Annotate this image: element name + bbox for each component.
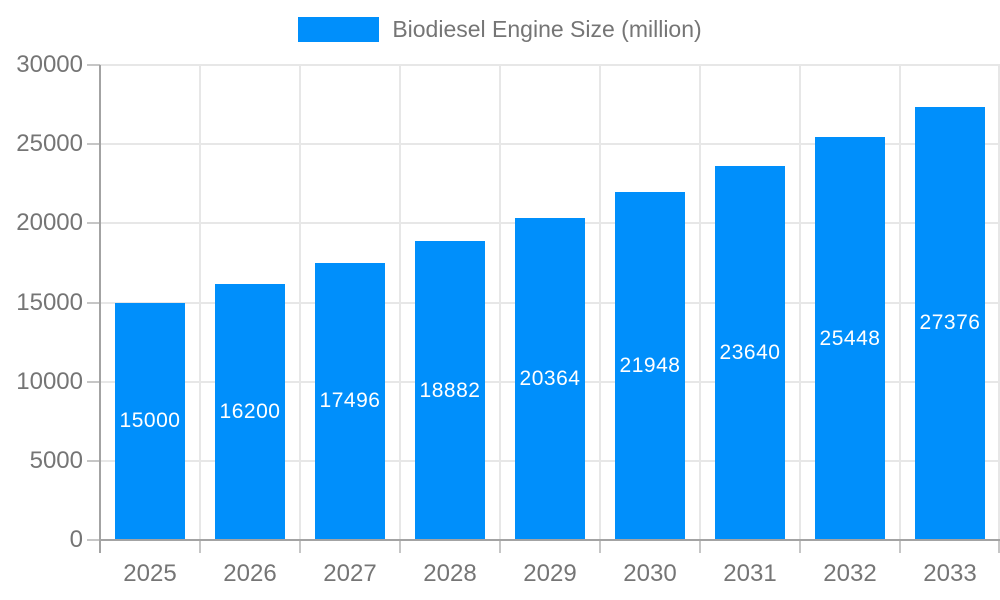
x-axis-label: 2030	[623, 560, 677, 587]
y-axis-label: 15000	[16, 288, 83, 316]
y-axis-label: 25000	[16, 130, 83, 158]
bar-value-label: 20364	[519, 366, 581, 390]
x-axis-tick	[299, 540, 301, 553]
bar-value-label: 18882	[419, 378, 481, 402]
bar[interactable]: 21948	[615, 192, 685, 540]
bar[interactable]: 25448	[815, 137, 885, 540]
bar-value-label: 16200	[219, 399, 281, 423]
x-axis-tick	[199, 540, 201, 553]
y-gridline	[100, 143, 1000, 146]
x-axis-label: 2028	[423, 560, 477, 587]
y-axis-tick	[87, 380, 100, 383]
y-axis-label: 10000	[16, 367, 83, 395]
bar-value-label: 17496	[319, 389, 381, 413]
x-gridline	[299, 65, 301, 540]
bar-value-label: 27376	[919, 311, 981, 335]
x-axis-tick	[599, 540, 601, 553]
legend[interactable]: Biodiesel Engine Size (million)	[0, 16, 1000, 43]
bar[interactable]: 16200	[215, 283, 285, 540]
y-axis-label: 20000	[16, 209, 83, 237]
y-axis-line	[99, 65, 101, 553]
bar-value-label: 21948	[619, 354, 681, 378]
x-gridline	[599, 65, 601, 540]
x-gridline	[699, 65, 701, 540]
y-axis-tick	[87, 64, 100, 66]
y-gridline	[100, 64, 1000, 66]
bar[interactable]: 18882	[415, 241, 485, 540]
y-axis-tick	[87, 459, 100, 462]
bar[interactable]: 20364	[515, 217, 585, 540]
x-axis-tick	[799, 540, 801, 553]
x-axis-line	[100, 539, 1000, 541]
bar[interactable]: 23640	[715, 165, 785, 540]
bar[interactable]: 27376	[915, 106, 985, 540]
x-axis-label: 2031	[723, 560, 777, 587]
x-axis-tick	[499, 540, 501, 553]
y-axis-label: 0	[69, 526, 83, 553]
x-axis-label: 2025	[123, 560, 177, 587]
x-axis-tick	[699, 540, 701, 553]
y-axis-label: 5000	[29, 446, 83, 474]
x-gridline	[499, 65, 501, 540]
bar-value-label: 25448	[819, 326, 881, 350]
bar[interactable]: 17496	[315, 262, 385, 540]
y-axis-tick	[87, 301, 100, 304]
y-axis-tick	[87, 222, 100, 225]
bar-value-label: 15000	[119, 409, 181, 433]
bar-value-label: 23640	[719, 340, 781, 364]
y-axis-label: 30000	[16, 51, 83, 78]
x-axis-tick	[399, 540, 401, 553]
x-gridline	[899, 65, 901, 540]
x-gridline	[799, 65, 801, 540]
x-axis-label: 2027	[323, 560, 377, 587]
x-axis-label: 2029	[523, 560, 577, 587]
legend-label: Biodiesel Engine Size (million)	[392, 16, 702, 42]
x-axis-label: 2033	[923, 560, 977, 587]
x-gridline	[199, 65, 201, 540]
x-gridline	[998, 65, 1000, 540]
bar[interactable]: 15000	[115, 302, 185, 540]
y-axis-tick	[87, 143, 100, 146]
legend-swatch	[298, 17, 380, 42]
x-axis-tick	[899, 540, 901, 553]
x-axis-tick	[998, 540, 1000, 553]
x-gridline	[399, 65, 401, 540]
y-axis-tick	[87, 539, 100, 541]
x-axis-label: 2032	[823, 560, 877, 587]
x-axis-label: 2026	[223, 560, 277, 587]
